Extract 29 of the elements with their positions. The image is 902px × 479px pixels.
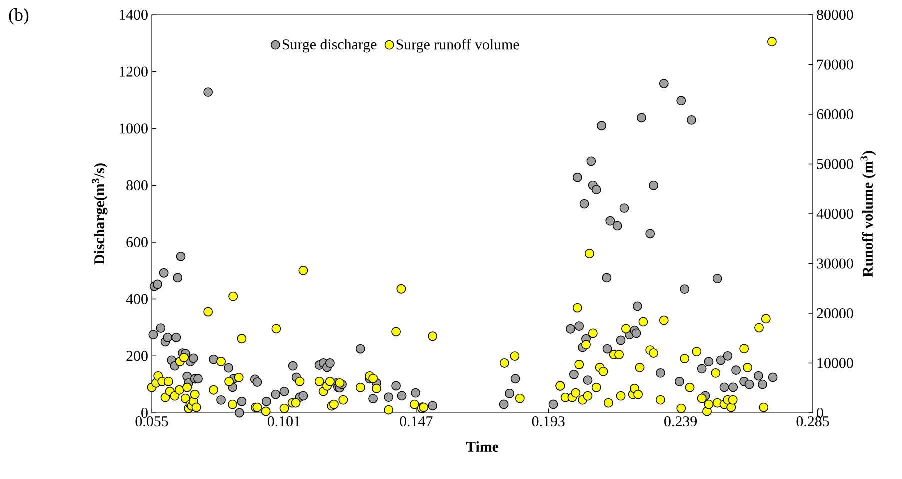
y2-tick-label: 70000: [818, 60, 854, 70]
x-tick-label: 0.239: [664, 416, 698, 427]
x-tick-label: 0.285: [796, 416, 830, 427]
y-tick-label: 0: [142, 408, 148, 418]
y2-tick-label: 40000: [816, 208, 854, 220]
text: (b): [9, 8, 29, 25]
y2-tick-label: 80000: [817, 10, 854, 20]
x-tick-label: 0.055: [136, 416, 168, 427]
legend-label: Surge runoff volume: [396, 39, 520, 53]
x-tick-label: 0.101: [268, 416, 300, 427]
x-tick-label: 0.193: [532, 416, 565, 427]
y2-tick-label: 50000: [817, 159, 854, 170]
y-tick-label: 1200: [120, 66, 148, 77]
y2-tick-label: 10000: [818, 358, 854, 368]
y-tick-label: 1400: [120, 10, 148, 20]
y-tick-label: 600: [126, 237, 148, 248]
y2-axis-title: Runoff volume (m$^{3}$): [860, 151, 876, 278]
legend-label: Surge discharge: [282, 39, 377, 53]
y-tick-label: 1000: [120, 124, 148, 134]
y2-tick-label: 20000: [817, 308, 854, 319]
x-tick-label: 0.147: [400, 416, 433, 427]
x-axis-title: Time: [466, 442, 499, 452]
y-axis-title: Discharge(m$^{3}$/s): [92, 164, 108, 265]
y-tick-label: 400: [126, 294, 148, 304]
y-tick-label: 800: [126, 180, 148, 191]
y2-tick-label: 30000: [817, 258, 854, 269]
y-tick-label: 200: [126, 351, 148, 362]
y2-tick-label: 0: [817, 408, 824, 418]
y2-tick-label: 60000: [817, 109, 854, 120]
